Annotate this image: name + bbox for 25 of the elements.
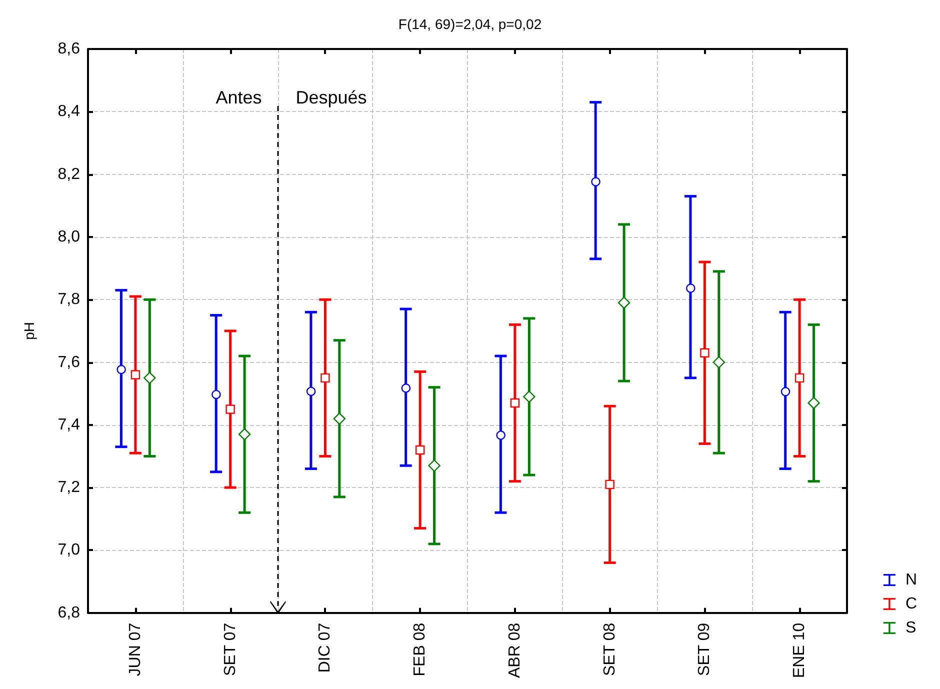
x-tick-label: SET 07 (222, 622, 239, 676)
x-tick-label: SET 09 (696, 622, 714, 676)
y-tick-label: 8,0 (58, 228, 80, 246)
y-tick-label: 8,6 (58, 40, 80, 58)
y-tick-label: 7,6 (58, 354, 80, 371)
y-tick-label: 8,4 (58, 103, 80, 120)
annotation: Antes (216, 88, 262, 108)
y-tick-label: 7,2 (58, 479, 80, 496)
x-tick-label: ENE 10 (791, 622, 808, 678)
y-tick-label: 7,0 (58, 542, 80, 559)
y-tick-label: 7,4 (58, 416, 80, 434)
y-tick-label: 7,8 (58, 291, 80, 308)
x-tick-label: FEB 08 (412, 622, 429, 676)
y-tick-label: 6,8 (58, 604, 80, 622)
legend-label: C (905, 596, 918, 612)
chart-title: F(14, 69)=2,04, p=0,02 (398, 16, 542, 32)
y-tick-label: 8,2 (58, 166, 80, 183)
x-tick-label: DIC 07 (316, 622, 334, 673)
x-tick-label: JUN 07 (126, 622, 144, 676)
y-axis-title: pH (21, 322, 37, 340)
x-tick-label: ABR 08 (506, 622, 524, 678)
x-tick-label: SET 08 (601, 622, 618, 676)
annotation: Después (296, 88, 367, 108)
legend-label: S (905, 620, 916, 636)
legend-label: N (905, 572, 918, 588)
